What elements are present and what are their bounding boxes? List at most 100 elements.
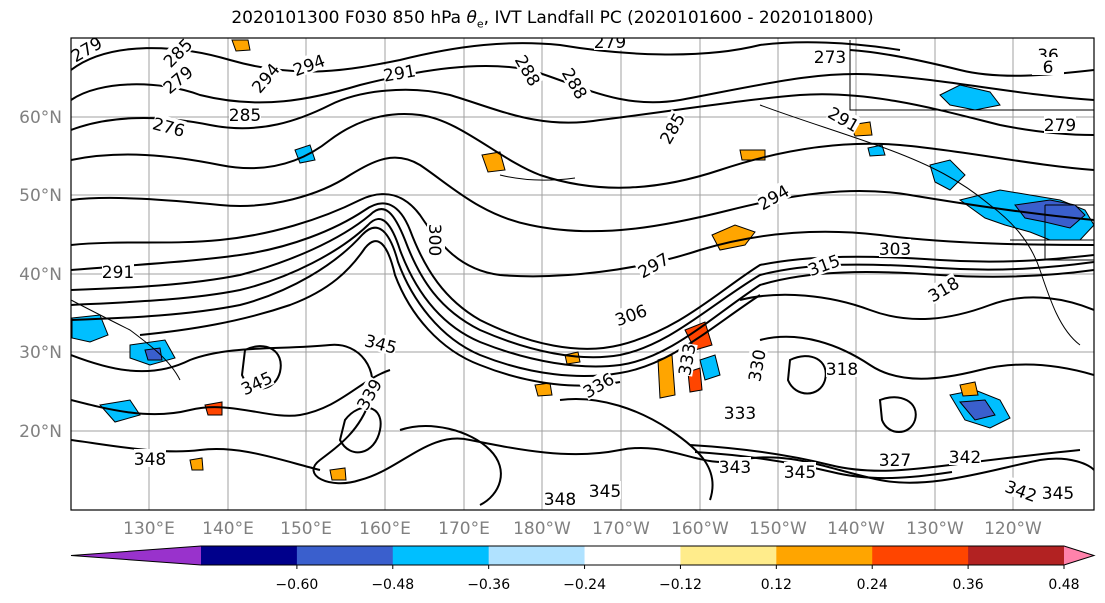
- latitude-label: 50°N: [19, 186, 62, 206]
- contour-line: [786, 355, 827, 395]
- coastline: [499, 174, 576, 181]
- longitude-labels: 130°E 140°E 150°E 160°E 170°E 180°W 170°W 160°W…: [123, 519, 1042, 539]
- contour-label: 343: [719, 458, 751, 478]
- contour-label-background: [71, 38, 105, 65]
- pc-positive-patch: [329, 467, 347, 481]
- coastline: [759, 104, 1081, 346]
- contour-label-background: [1032, 57, 1064, 75]
- contour-label-background: [589, 481, 621, 499]
- contour-label-group: 345: [589, 481, 621, 502]
- contour-label-background: [134, 449, 166, 467]
- contour-line: [739, 293, 1094, 321]
- state-border: [1044, 204, 1094, 261]
- latitude-label: 30°N: [19, 343, 62, 363]
- colorbar-tick-label: −0.60: [275, 577, 318, 593]
- contour-label-background: [102, 262, 134, 280]
- contour-label-background: [1042, 483, 1074, 501]
- pc-negative-patch: [867, 144, 886, 157]
- contour-line: [689, 444, 1081, 472]
- pc-positive-patch: [189, 457, 204, 471]
- contour-label-group: 345: [784, 462, 816, 483]
- contour-label-background: [805, 250, 842, 279]
- pc-negative-patch: [144, 347, 163, 361]
- contour-label: 273: [814, 48, 846, 68]
- pc-positive-patch: [534, 382, 553, 397]
- contour-line: [71, 202, 1094, 350]
- colorbar-segment: [201, 546, 298, 565]
- map-title: 2020101300 F030 850 hPa θe, IVT Landfall…: [231, 8, 874, 31]
- longitude-label: 130°E: [123, 519, 175, 539]
- contour-line: [71, 343, 1094, 485]
- contour-label: 291: [102, 263, 134, 283]
- latitude-labels: 60°N 50°N 40°N 30°N 20°N: [19, 108, 62, 442]
- pc-shading: [71, 39, 1094, 481]
- contour-line: [71, 113, 1094, 189]
- colorbar-tick-label: 0.48: [1048, 577, 1079, 593]
- contour-line: [759, 335, 1094, 380]
- contour-label-background: [1044, 115, 1076, 133]
- contour-label-group: 279: [1044, 115, 1076, 136]
- contour-label-group: 303: [879, 239, 911, 260]
- longitude-label: 140°E: [202, 519, 254, 539]
- colorbar-segment: [776, 546, 873, 565]
- contour-label-group: 279: [594, 38, 626, 53]
- colorbar-segment: [392, 546, 490, 565]
- colorbar-tick-label: 0.24: [857, 577, 888, 593]
- longitude-label: 150°W: [749, 519, 807, 539]
- contour-label: 342: [949, 448, 981, 468]
- contour-label: 285: [229, 106, 261, 126]
- pc-negative-patch: [71, 314, 109, 343]
- contour-label-group: 343: [719, 457, 751, 478]
- pc-negative-patch: [939, 84, 1001, 111]
- contour-label-background: [784, 462, 816, 480]
- pc-negative-patch: [1014, 199, 1086, 229]
- latitude-label: 40°N: [19, 265, 62, 285]
- colorbar-segment: [872, 546, 969, 565]
- contour-label: 345: [784, 463, 816, 483]
- contour-label-background: [229, 105, 261, 123]
- contour-label-background: [247, 59, 283, 96]
- contour-label-background: [238, 367, 275, 398]
- contour-label-background: [744, 347, 768, 383]
- pc-negative-patch: [929, 159, 966, 191]
- colorbar-segment: [968, 546, 1065, 565]
- latitude-label: 60°N: [19, 108, 62, 128]
- contour-line: [399, 425, 502, 506]
- contour-label: 345: [1042, 484, 1074, 504]
- contour-label-background: [1003, 476, 1040, 505]
- contour-label-background: [655, 109, 688, 147]
- colorbar-extend-max: [1064, 546, 1094, 565]
- contour-line: [71, 218, 1094, 368]
- colorbar-tick-label: 0.12: [761, 577, 792, 593]
- pc-negative-patch: [699, 354, 721, 381]
- contour-label-background: [879, 450, 911, 468]
- contour-label-background: [159, 38, 195, 70]
- contour-label-group: 333: [724, 403, 756, 424]
- contour-label-background: [381, 60, 417, 84]
- colorbar-extend-min: [71, 546, 201, 565]
- colorbar-tick-label: 0.36: [953, 577, 984, 593]
- contour-line: [71, 193, 1094, 278]
- contour-label-group: 273: [814, 47, 846, 68]
- contour-label: 318: [826, 360, 858, 380]
- colorbar-segment: [296, 546, 394, 565]
- contour-line: [71, 64, 1094, 104]
- longitude-label: 130°W: [906, 519, 964, 539]
- contour-label: 303: [879, 240, 911, 260]
- pc-positive-patch: [657, 354, 676, 399]
- contour-label-background: [352, 375, 385, 413]
- colorbar-outline: [70, 545, 1096, 566]
- contour-label-background: [719, 457, 751, 475]
- contour-label-group: 345: [1042, 483, 1074, 504]
- contour-line: [694, 451, 953, 480]
- longitude-label: 170°W: [592, 519, 650, 539]
- contour-label-background: [159, 61, 196, 97]
- contour-label-background: [814, 47, 846, 65]
- contour-label-background: [544, 489, 576, 507]
- plot-frame: [70, 37, 1095, 511]
- colorbar-segment: [680, 546, 777, 565]
- contour-label-background: [674, 341, 698, 377]
- contour-label-background: [949, 447, 981, 465]
- contour-label: 348: [544, 490, 576, 510]
- contour-line: [559, 398, 714, 501]
